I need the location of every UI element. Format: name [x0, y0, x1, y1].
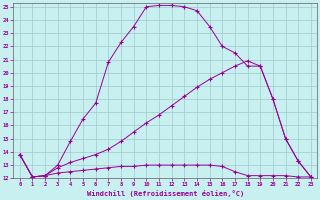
X-axis label: Windchill (Refroidissement éolien,°C): Windchill (Refroidissement éolien,°C): [87, 190, 244, 197]
